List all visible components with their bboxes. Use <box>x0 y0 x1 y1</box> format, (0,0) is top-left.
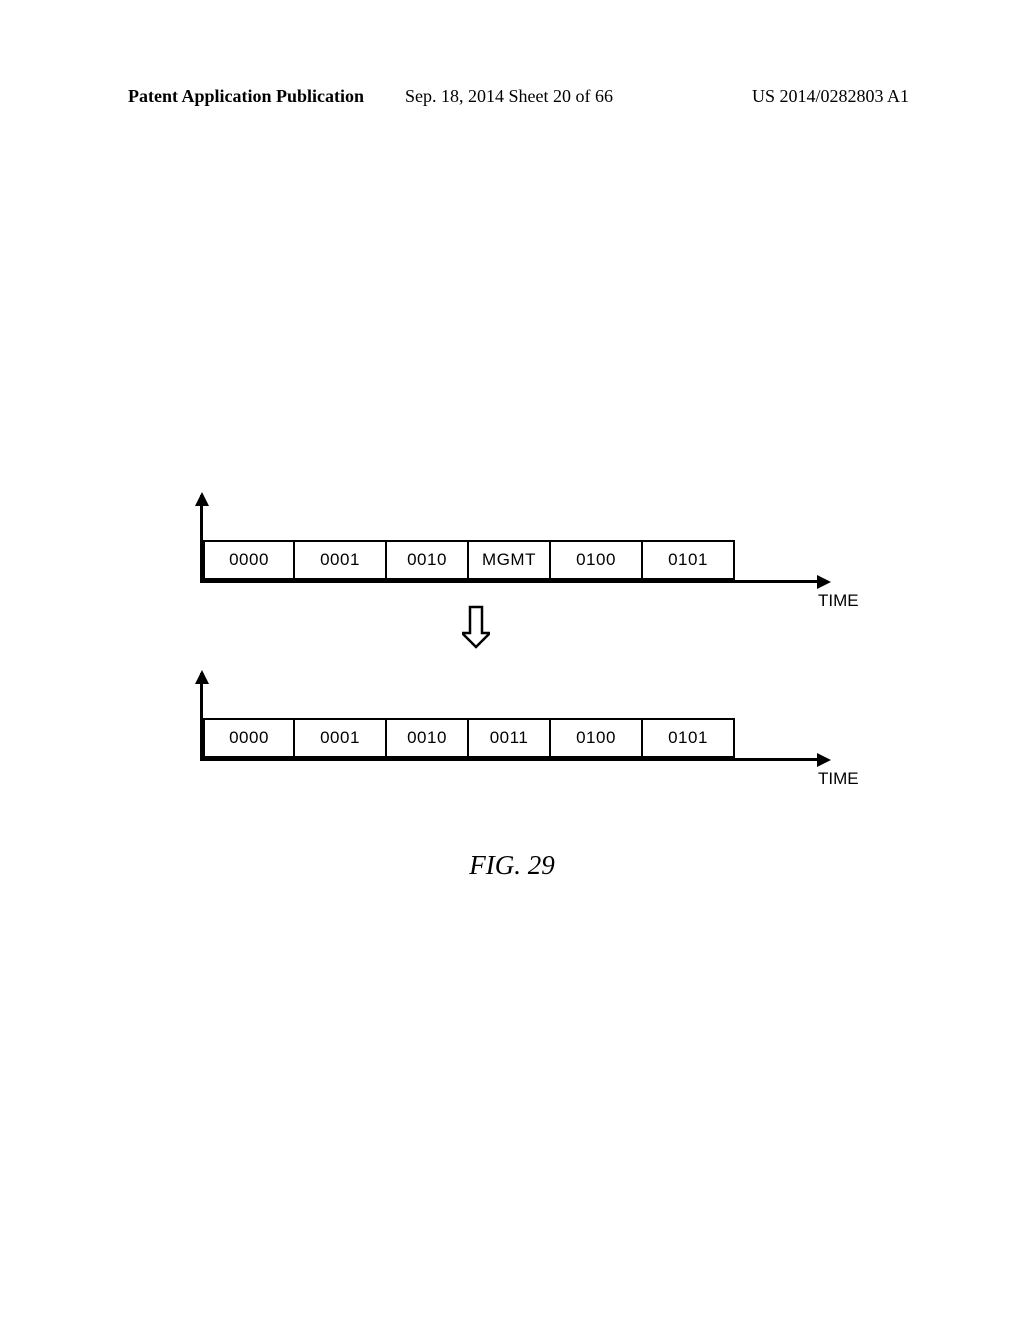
axis-label-time: TIME <box>818 769 859 789</box>
transition-row <box>200 583 860 673</box>
down-arrow-icon <box>462 605 490 649</box>
slot-row: 0000 0001 0010 0011 0100 0101 <box>203 718 735 758</box>
slot: MGMT <box>469 540 551 580</box>
slot: 0011 <box>469 718 551 758</box>
slot: 0100 <box>551 540 643 580</box>
slot: 0010 <box>387 718 469 758</box>
slot: 0001 <box>295 718 387 758</box>
y-axis-arrow-icon <box>195 670 209 684</box>
x-axis <box>200 758 820 761</box>
header-right: US 2014/0282803 A1 <box>752 86 909 107</box>
figure-diagram: 0000 0001 0010 MGMT 0100 0101 TIME 0000 … <box>200 495 860 761</box>
header-center: Sep. 18, 2014 Sheet 20 of 66 <box>405 86 613 107</box>
slot: 0101 <box>643 540 735 580</box>
slot: 0101 <box>643 718 735 758</box>
y-axis-arrow-icon <box>195 492 209 506</box>
slot: 0001 <box>295 540 387 580</box>
slot-row: 0000 0001 0010 MGMT 0100 0101 <box>203 540 735 580</box>
figure-caption: FIG. 29 <box>0 850 1024 881</box>
slot: 0010 <box>387 540 469 580</box>
x-axis-arrow-icon <box>817 753 831 767</box>
slot: 0000 <box>203 718 295 758</box>
timeline-bottom: 0000 0001 0010 0011 0100 0101 TIME <box>200 673 860 761</box>
slot: 0100 <box>551 718 643 758</box>
header-left: Patent Application Publication <box>128 86 364 107</box>
timeline-top: 0000 0001 0010 MGMT 0100 0101 TIME <box>200 495 860 583</box>
slot: 0000 <box>203 540 295 580</box>
